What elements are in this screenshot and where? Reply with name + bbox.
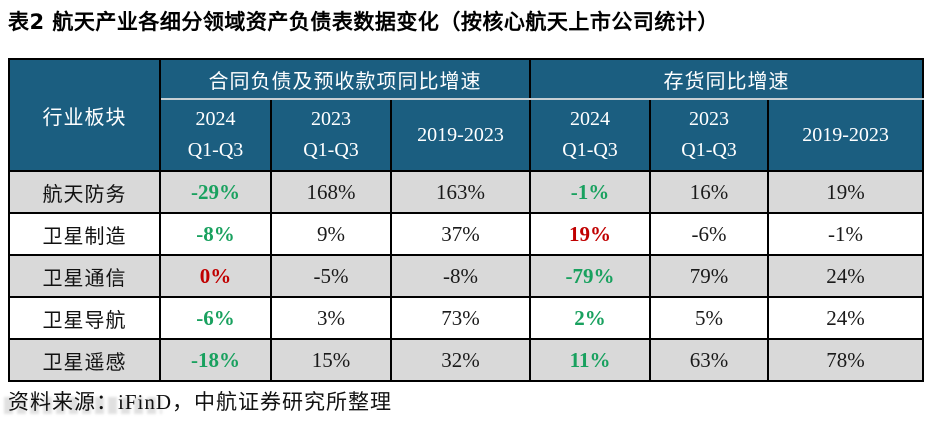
- data-cell: 37%: [389, 212, 532, 256]
- column-header-contract-2023q1q3: 2023 Q1-Q3: [270, 98, 392, 172]
- data-cell: 11%: [529, 338, 652, 382]
- data-cell: 5%: [649, 296, 770, 340]
- row-label: 卫星通信: [8, 254, 161, 298]
- table-row-aerospace-defense: 航天防务 -29% 168% 163% -1% 16% 19%: [8, 170, 925, 214]
- data-cell: 3%: [270, 296, 392, 340]
- row-label: 卫星遥感: [8, 338, 161, 382]
- header-line1: 2023: [689, 108, 730, 130]
- data-cell: 79%: [649, 254, 770, 298]
- header-line1: 2019-2023: [417, 123, 504, 146]
- data-cell: -29%: [159, 170, 272, 214]
- source-note: 资料来源：iFinD，中航证券研究所整理: [4, 386, 393, 416]
- row-label: 卫星制造: [8, 212, 161, 256]
- group-header-inventory-growth: 存货同比增速: [529, 58, 925, 100]
- header-line2: Q1-Q3: [681, 139, 737, 161]
- header-line1: 2023: [311, 108, 351, 130]
- table-row-satellite-manufacturing: 卫星制造 -8% 9% 37% 19% -6% -1%: [8, 212, 925, 256]
- data-cell: -79%: [529, 254, 652, 298]
- data-cell: -6%: [649, 212, 770, 256]
- column-header-inventory-2023q1q3: 2023 Q1-Q3: [649, 98, 770, 172]
- data-cell: -1%: [529, 170, 652, 214]
- data-cell: -6%: [159, 296, 272, 340]
- data-cell: 24%: [767, 254, 925, 298]
- header-line1: 2024: [570, 108, 611, 130]
- header-line2: Q1-Q3: [562, 139, 618, 161]
- data-cell: 63%: [649, 338, 770, 382]
- column-header-contract-2024q1q3: 2024 Q1-Q3: [159, 98, 272, 172]
- data-cell: 78%: [767, 338, 925, 382]
- row-label: 航天防务: [8, 170, 161, 214]
- data-cell: -5%: [270, 254, 392, 298]
- header-sub-row: 2024 Q1-Q3 2023 Q1-Q3 2019-2023 2024 Q1-…: [9, 98, 925, 172]
- data-cell: 73%: [389, 296, 532, 340]
- header-line2: Q1-Q3: [187, 139, 244, 161]
- data-cell: -8%: [389, 254, 532, 298]
- data-cell: 19%: [529, 212, 652, 256]
- data-cell: 168%: [270, 170, 392, 214]
- source-text: 资料来源：iFinD，中航证券研究所整理: [8, 390, 393, 414]
- balance-sheet-data-table: 行业板块 合同负债及预收款项同比增速 存货同比增速 2024 Q1-Q3 202…: [8, 58, 925, 382]
- header-line1: 2019-2023: [802, 123, 889, 146]
- table-row-satellite-communication: 卫星通信 0% -5% -8% -79% 79% 24%: [8, 254, 925, 298]
- table-row-satellite-navigation: 卫星导航 -6% 3% 73% 2% 5% 24%: [8, 296, 925, 340]
- row-label: 卫星导航: [8, 296, 161, 340]
- data-cell: 9%: [270, 212, 392, 256]
- data-cell: 163%: [389, 170, 532, 214]
- data-cell: 32%: [389, 338, 532, 382]
- data-cell: 0%: [159, 254, 272, 298]
- group-header-contract-liabilities-growth: 合同负债及预收款项同比增速: [158, 58, 532, 100]
- data-cell: 19%: [767, 170, 925, 214]
- data-cell: -8%: [159, 212, 272, 256]
- data-cell: 2%: [529, 296, 652, 340]
- data-cell: -1%: [767, 212, 925, 256]
- column-header-inventory-2019-2023: 2019-2023: [767, 98, 925, 172]
- table-row-satellite-remote-sensing: 卫星遥感 -18% 15% 32% 11% 63% 78%: [8, 338, 925, 382]
- column-header-industry-sector: 行业板块: [8, 58, 161, 172]
- header-line2: Q1-Q3: [303, 139, 359, 161]
- column-header-contract-2019-2023: 2019-2023: [389, 98, 532, 172]
- table-title: 表2 航天产业各细分领域资产负债表数据变化（按核心航天上市公司统计）: [8, 10, 719, 34]
- header-group-row: 行业板块 合同负债及预收款项同比增速 存货同比增速: [8, 58, 925, 172]
- header-line1: 2024: [195, 108, 236, 130]
- data-cell: -18%: [159, 338, 272, 382]
- data-cell: 15%: [270, 338, 392, 382]
- data-cell: 24%: [767, 296, 925, 340]
- column-header-inventory-2024q1q3: 2024 Q1-Q3: [529, 98, 652, 172]
- data-cell: 16%: [649, 170, 770, 214]
